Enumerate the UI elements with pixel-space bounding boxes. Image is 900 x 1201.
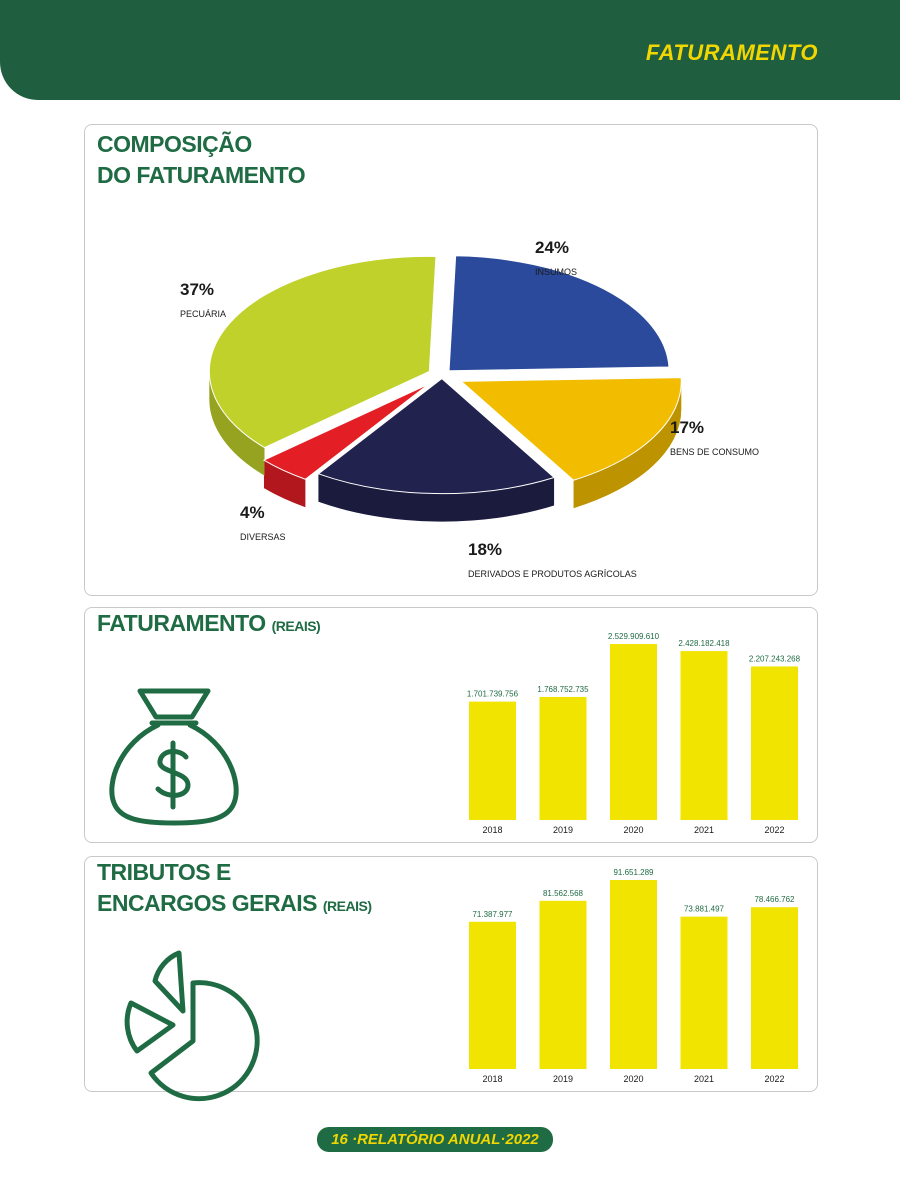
header-bar: FATURAMENTO — [0, 0, 900, 100]
pie-slice-side — [573, 381, 682, 509]
money-bag-dollar-icon — [109, 688, 239, 826]
bar-category-label: 2021 — [694, 1074, 714, 1084]
pie-chart: 24% INSUMOS 17% BENS DE CONSUMO 18% DERIVADOS… — [180, 238, 759, 579]
pie-slice-side — [263, 460, 306, 508]
bar-value-label: 2.207.243.268 — [749, 654, 801, 663]
pie-percent-label: 4% — [240, 503, 265, 522]
pie-percent-label: 24% — [535, 238, 569, 257]
bar-category-label: 2020 — [623, 1074, 643, 1084]
pie-category-label: DERIVADOS E PRODUTOS AGRÍCOLAS — [468, 569, 637, 579]
pie-percent-label: 18% — [468, 540, 502, 559]
bar-value-label: 2.428.182.418 — [678, 639, 730, 648]
composition-title: COMPOSIÇÃO DO FATURAMENTO — [97, 129, 306, 191]
header-title: FATURAMENTO — [645, 40, 818, 65]
footer-page-number: 16 — [331, 1131, 348, 1148]
bar-category-label: 2018 — [482, 825, 502, 835]
bar — [680, 651, 728, 820]
bar — [469, 921, 516, 1069]
bar-category-label: 2019 — [553, 1074, 573, 1084]
taxes-title-line1: TRIBUTOS E — [97, 859, 231, 885]
pie-percent-label: 17% — [670, 418, 704, 437]
pie-category-label: BENS DE CONSUMO — [670, 447, 759, 457]
bar — [539, 696, 587, 820]
bar-value-label: 1.701.739.756 — [467, 690, 519, 699]
footer-badge: 16 ·RELATÓRIO ANUAL·2022 — [317, 1127, 553, 1152]
pie-chart-outline-icon — [124, 950, 260, 1102]
revenue-title: FATURAMENTO (REAIS) — [97, 608, 321, 642]
pie-slice-side — [209, 371, 265, 476]
pie-slice — [459, 377, 682, 481]
bar-value-label: 81.562.568 — [543, 889, 584, 898]
footer-label: ·RELATÓRIO ANUAL·2022 — [352, 1131, 539, 1148]
composition-panel: COMPOSIÇÃO DO FATURAMENTO 24% INSUMOS 17% B… — [84, 124, 818, 596]
bar-category-label: 2018 — [482, 1074, 502, 1084]
revenue-bar-chart: 1.701.739.756 2018 1.768.752.735 2019 2.529.… — [467, 632, 801, 835]
bar-category-label: 2022 — [764, 825, 784, 835]
bar-category-label: 2021 — [694, 825, 714, 835]
composition-title-line1: COMPOSIÇÃO — [97, 131, 252, 157]
revenue-title-text: FATURAMENTO — [97, 610, 266, 636]
composition-title-line2: DO FATURAMENTO — [97, 162, 306, 188]
pie-slice — [208, 255, 437, 449]
bar — [539, 900, 587, 1069]
pie-percent-label: 37% — [180, 280, 214, 299]
bar-value-label: 78.466.762 — [754, 895, 795, 904]
bar — [610, 880, 657, 1069]
bar-value-label: 71.387.977 — [472, 910, 513, 919]
pie-slice — [448, 255, 670, 372]
taxes-title-line2: ENCARGOS GERAIS — [97, 890, 317, 916]
pie-slice — [317, 377, 556, 495]
bar-category-label: 2022 — [764, 1074, 784, 1084]
bar — [469, 701, 516, 820]
taxes-panel: TRIBUTOS E ENCARGOS GERAIS (REAIS) 71.38… — [84, 856, 818, 1102]
pie-category-label: PECUÁRIA — [180, 309, 226, 319]
bar — [751, 907, 798, 1069]
bar-category-label: 2019 — [553, 825, 573, 835]
bar-value-label: 73.881.497 — [684, 905, 725, 914]
bar — [751, 666, 798, 820]
taxes-title: TRIBUTOS E ENCARGOS GERAIS (REAIS) — [97, 857, 372, 922]
pie-slice — [262, 383, 430, 480]
bar — [610, 644, 657, 820]
revenue-panel: FATURAMENTO (REAIS) 1.701.739.756 2018 1.7… — [84, 607, 818, 843]
taxes-bar-chart: 71.387.977 2018 81.562.568 2019 91.651.289 20… — [469, 868, 798, 1084]
bar-category-label: 2020 — [623, 825, 643, 835]
bar-value-label: 91.651.289 — [613, 868, 654, 877]
bar-value-label: 1.768.752.735 — [537, 685, 589, 694]
pie-slice-side — [318, 473, 555, 522]
pie-category-label: DIVERSAS — [240, 532, 286, 542]
pie-category-label: INSUMOS — [535, 267, 577, 277]
bar — [680, 916, 728, 1069]
revenue-title-unit: (REAIS) — [271, 618, 321, 634]
taxes-title-unit: (REAIS) — [322, 898, 372, 914]
bar-value-label: 2.529.909.610 — [608, 632, 660, 641]
